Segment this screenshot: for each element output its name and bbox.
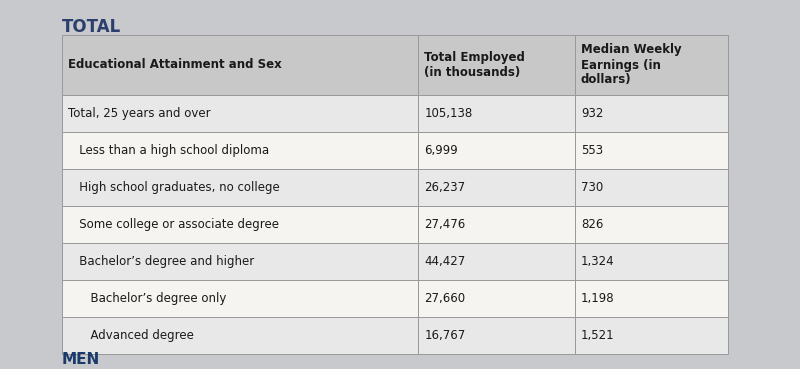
Text: TOTAL: TOTAL (62, 18, 122, 36)
Bar (418, 132, 575, 169)
Bar (575, 317, 728, 354)
Bar (62, 206, 418, 243)
Bar (575, 206, 728, 243)
Bar (418, 95, 575, 132)
Bar (418, 317, 575, 354)
Text: MEN: MEN (62, 352, 100, 367)
Bar (418, 35, 575, 95)
Bar (575, 132, 728, 169)
Bar (575, 243, 728, 280)
Bar (418, 280, 575, 317)
Text: 105,138: 105,138 (424, 107, 473, 120)
Text: 730: 730 (581, 181, 603, 194)
Text: Educational Attainment and Sex: Educational Attainment and Sex (68, 59, 282, 72)
Text: Total Employed
(in thousands): Total Employed (in thousands) (424, 51, 525, 79)
Bar (62, 169, 418, 206)
Text: 1,324: 1,324 (581, 255, 614, 268)
Text: Advanced degree: Advanced degree (68, 329, 194, 342)
Text: Some college or associate degree: Some college or associate degree (68, 218, 279, 231)
Bar (62, 317, 418, 354)
Text: Bachelor’s degree only: Bachelor’s degree only (68, 292, 226, 305)
Text: 826: 826 (581, 218, 603, 231)
Text: 932: 932 (581, 107, 603, 120)
Bar (418, 206, 575, 243)
Bar (418, 243, 575, 280)
Text: 27,476: 27,476 (424, 218, 466, 231)
Bar (62, 243, 418, 280)
Bar (62, 35, 418, 95)
Text: 1,198: 1,198 (581, 292, 614, 305)
Bar (418, 169, 575, 206)
Bar (575, 280, 728, 317)
Bar (575, 169, 728, 206)
Text: 44,427: 44,427 (424, 255, 466, 268)
Text: Bachelor’s degree and higher: Bachelor’s degree and higher (68, 255, 254, 268)
Text: Less than a high school diploma: Less than a high school diploma (68, 144, 269, 157)
Bar (575, 95, 728, 132)
Bar (62, 280, 418, 317)
Bar (62, 95, 418, 132)
Text: 6,999: 6,999 (424, 144, 458, 157)
Text: 27,660: 27,660 (424, 292, 466, 305)
Text: High school graduates, no college: High school graduates, no college (68, 181, 280, 194)
Text: Median Weekly
Earnings (in
dollars): Median Weekly Earnings (in dollars) (581, 44, 682, 86)
Text: 1,521: 1,521 (581, 329, 614, 342)
Text: 26,237: 26,237 (424, 181, 466, 194)
Bar (62, 132, 418, 169)
Text: 16,767: 16,767 (424, 329, 466, 342)
Bar (575, 35, 728, 95)
Text: 553: 553 (581, 144, 603, 157)
Text: Total, 25 years and over: Total, 25 years and over (68, 107, 210, 120)
